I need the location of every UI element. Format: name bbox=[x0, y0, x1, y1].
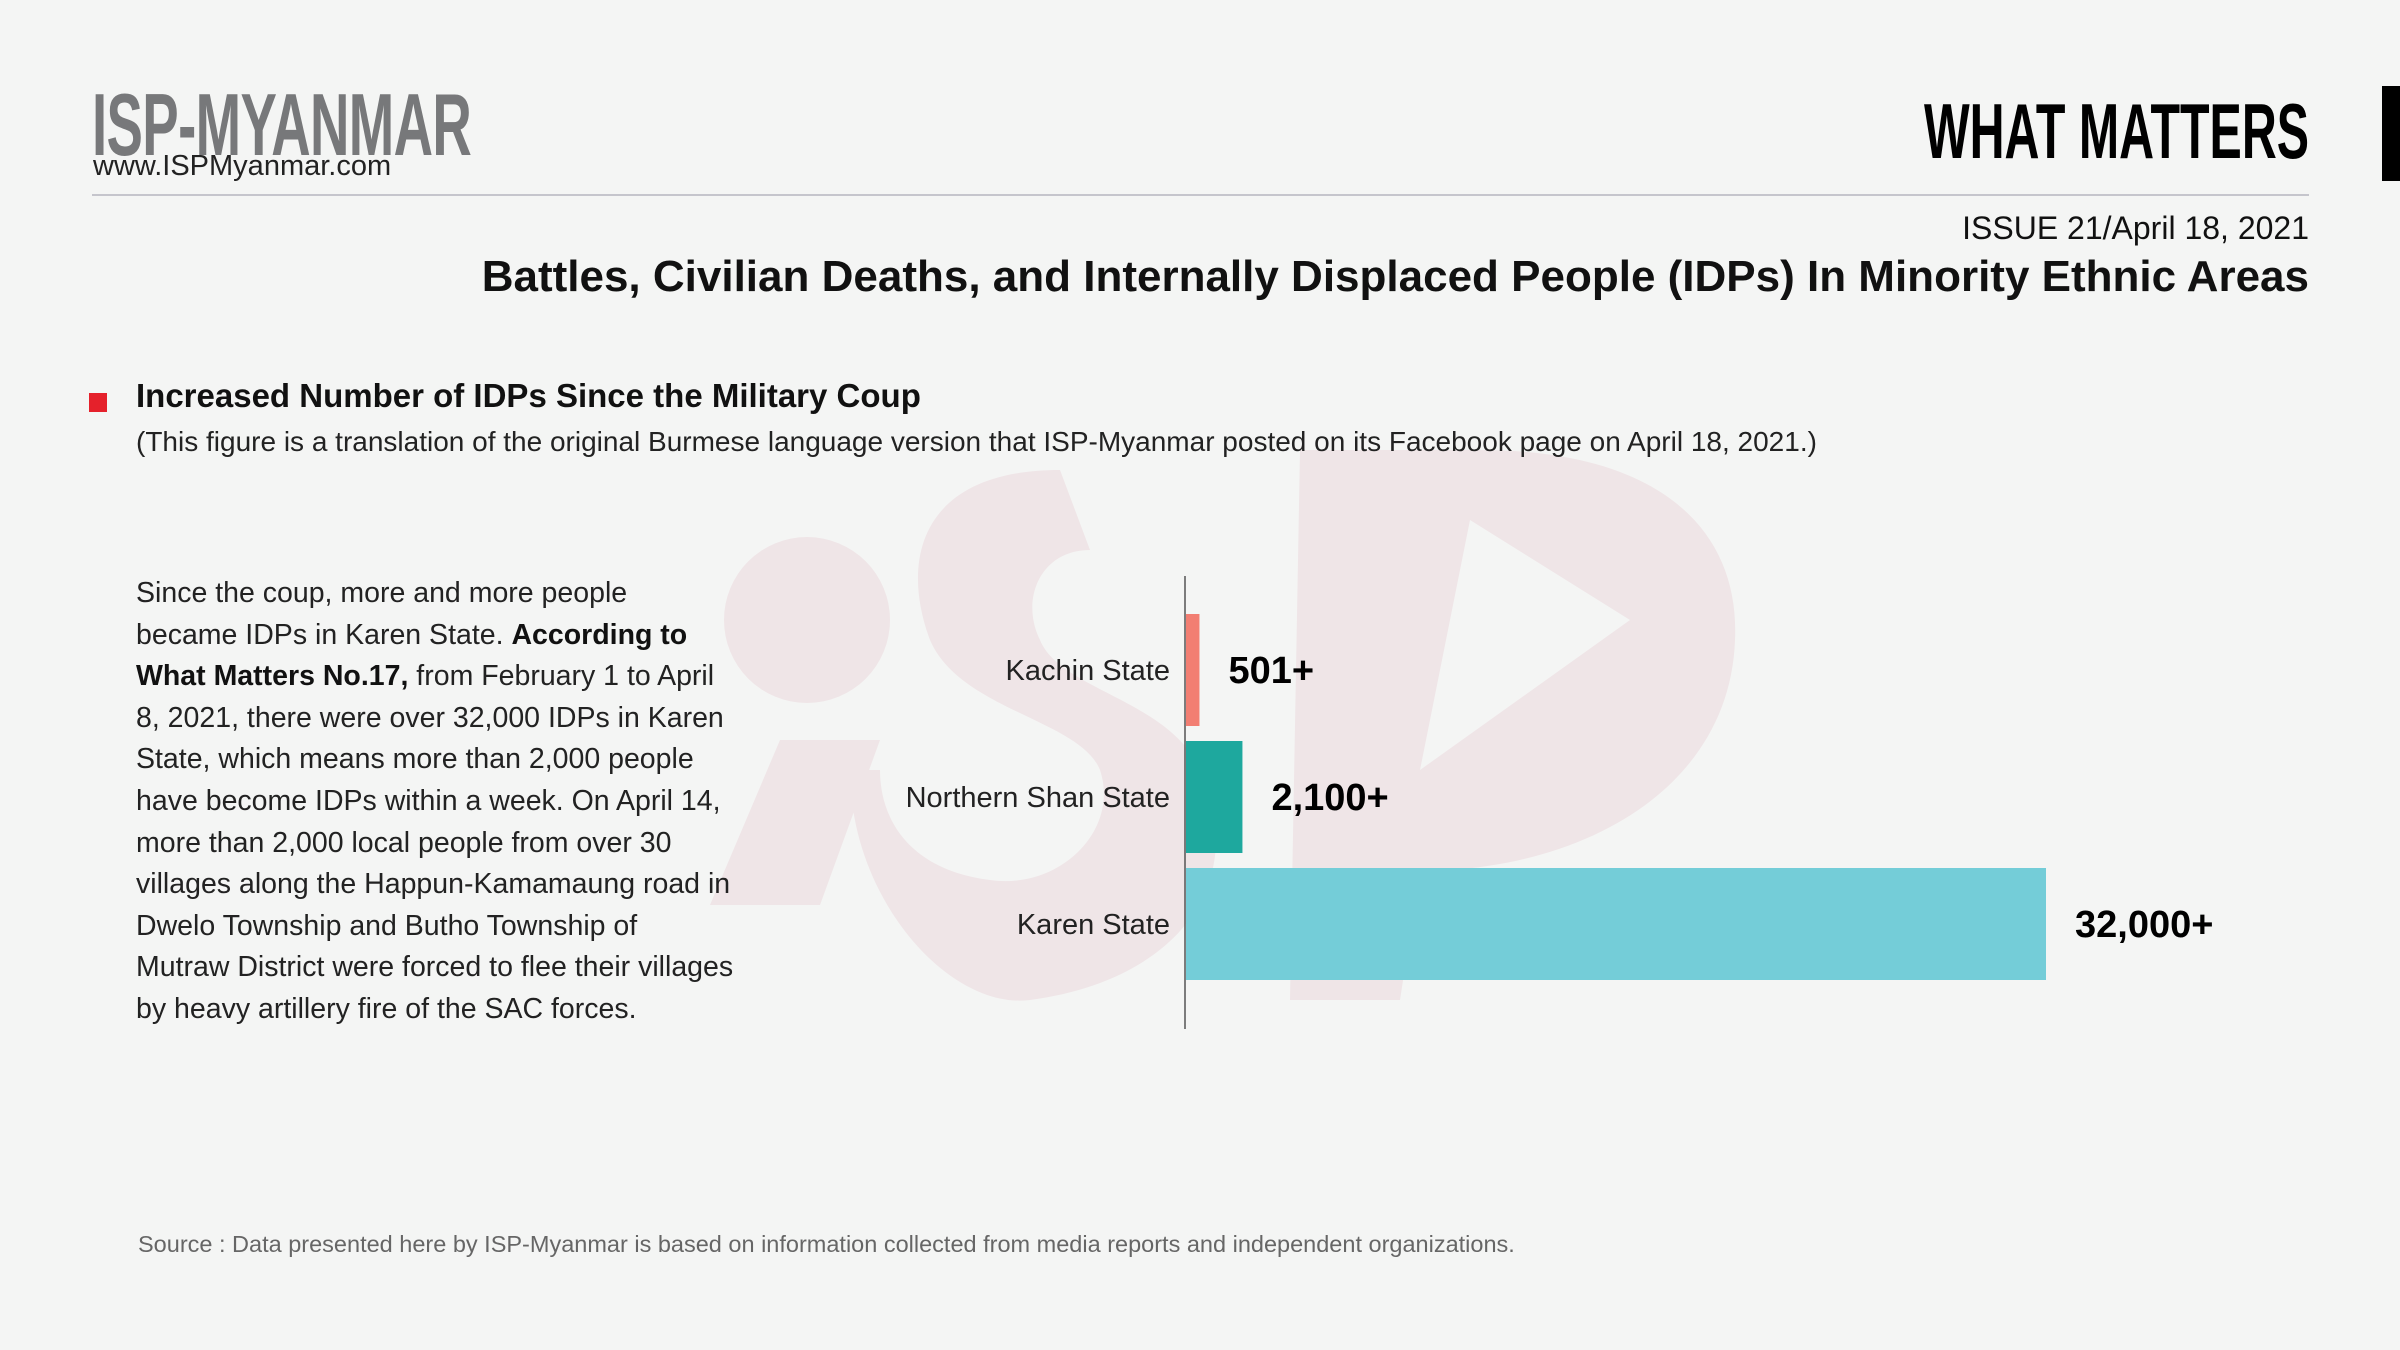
value-label: 32,000+ bbox=[2075, 904, 2213, 946]
category-label: Karen State bbox=[1017, 909, 1170, 941]
website-url[interactable]: www.ISPMyanmar.com bbox=[93, 150, 392, 182]
description-paragraph: Since the coup, more and more people bec… bbox=[136, 573, 736, 1031]
edge-accent-bar bbox=[2382, 86, 2400, 181]
translation-note: (This figure is a translation of the ori… bbox=[136, 426, 1817, 457]
value-label: 2,100+ bbox=[1271, 777, 1388, 819]
category-label: Northern Shan State bbox=[906, 782, 1170, 814]
category-label: Kachin State bbox=[1006, 655, 1170, 687]
publication-name: WHAT MATTERS bbox=[1923, 87, 2309, 175]
issue-label: ISSUE 21/April 18, 2021 bbox=[1962, 210, 2309, 247]
bar-karen-state bbox=[1186, 868, 2046, 980]
section-heading: Increased Number of IDPs Since the Milit… bbox=[136, 377, 921, 414]
issue-date: /April 18, 2021 bbox=[2102, 210, 2309, 246]
isp-myanmar-logo: ISP-MYANMAR bbox=[92, 75, 472, 174]
source-note: Source : Data presented here by ISP-Myan… bbox=[138, 1231, 1515, 1257]
paragraph-text: Since the coup, more and more people bec… bbox=[136, 577, 628, 651]
paragraph-reference: According to What Matters No.17, bbox=[136, 618, 688, 693]
bar-kachin-state bbox=[1186, 614, 1200, 726]
section-bullet-icon bbox=[89, 393, 107, 412]
bar-northern-shan-state bbox=[1186, 741, 1243, 853]
paragraph-text: from February 1 to April 8, 2021, there … bbox=[136, 660, 734, 1025]
value-label: 501+ bbox=[1228, 650, 1314, 692]
header-divider bbox=[92, 194, 2309, 196]
page-title: Battles, Civilian Deaths, and Internally… bbox=[481, 252, 2309, 301]
issue-number: ISSUE 21 bbox=[1962, 210, 2103, 246]
